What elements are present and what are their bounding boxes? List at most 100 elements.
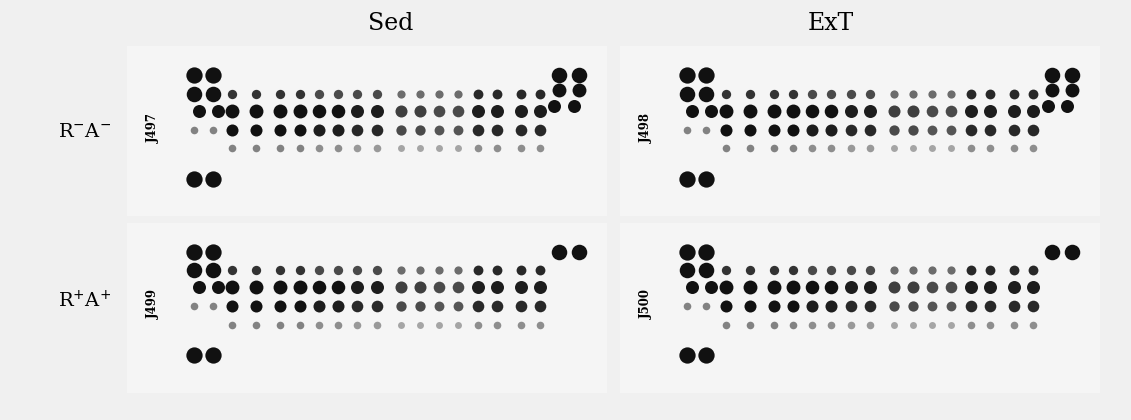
Point <box>697 302 716 309</box>
Point <box>884 284 903 291</box>
Point <box>271 145 290 152</box>
Point <box>677 248 696 255</box>
Point <box>487 302 506 309</box>
Point <box>717 126 735 133</box>
Point <box>430 284 448 291</box>
Point <box>468 90 486 97</box>
Point <box>765 145 783 152</box>
FancyBboxPatch shape <box>110 40 624 222</box>
Point <box>291 267 309 273</box>
Point <box>904 108 922 114</box>
Point <box>841 302 860 309</box>
Point <box>1005 321 1024 328</box>
Point <box>205 90 223 97</box>
Point <box>784 284 802 291</box>
Point <box>765 126 783 133</box>
Point <box>391 90 409 97</box>
Point <box>822 145 840 152</box>
Point <box>923 108 941 114</box>
Point <box>861 321 879 328</box>
Point <box>184 302 204 309</box>
Point <box>391 267 409 273</box>
Point <box>348 321 366 328</box>
Point <box>961 90 979 97</box>
Point <box>904 321 922 328</box>
Point <box>784 126 802 133</box>
Point <box>184 72 204 79</box>
Point <box>741 284 759 291</box>
Point <box>411 145 429 152</box>
Point <box>765 90 783 97</box>
Point <box>291 302 309 309</box>
Point <box>677 176 696 182</box>
Point <box>1025 145 1043 152</box>
Point <box>329 145 347 152</box>
Point <box>449 302 467 309</box>
Point <box>291 126 309 133</box>
Point <box>942 108 960 114</box>
Point <box>717 145 735 152</box>
Point <box>1057 102 1076 109</box>
Point <box>904 126 922 133</box>
Point <box>532 126 550 133</box>
Point <box>468 267 486 273</box>
Point <box>391 302 409 309</box>
FancyBboxPatch shape <box>110 217 624 399</box>
Point <box>348 267 366 273</box>
Point <box>841 267 860 273</box>
Point <box>942 90 960 97</box>
Point <box>861 126 879 133</box>
Point <box>1025 126 1043 133</box>
Point <box>329 321 347 328</box>
Point <box>468 145 486 152</box>
Point <box>532 284 550 291</box>
Point <box>741 302 759 309</box>
Point <box>1063 87 1081 94</box>
Point <box>683 284 701 291</box>
Point <box>861 108 879 114</box>
FancyBboxPatch shape <box>603 217 1117 399</box>
Point <box>803 126 821 133</box>
Text: J497: J497 <box>147 113 159 143</box>
Point <box>923 284 941 291</box>
Point <box>511 321 529 328</box>
Point <box>223 108 242 114</box>
Point <box>1005 108 1024 114</box>
Point <box>205 176 223 182</box>
Point <box>904 145 922 152</box>
Point <box>981 302 999 309</box>
Point <box>391 321 409 328</box>
Point <box>981 126 999 133</box>
Point <box>271 108 290 114</box>
Point <box>430 145 448 152</box>
Point <box>468 108 486 114</box>
Point <box>741 126 759 133</box>
Point <box>981 321 999 328</box>
Point <box>923 126 941 133</box>
Point <box>677 126 696 133</box>
Point <box>310 302 328 309</box>
Point <box>677 90 696 97</box>
Point <box>223 267 242 273</box>
Point <box>822 284 840 291</box>
Point <box>564 102 582 109</box>
Point <box>961 284 979 291</box>
Point <box>717 90 735 97</box>
Point <box>981 145 999 152</box>
Text: R$^{-}$A$^{-}$: R$^{-}$A$^{-}$ <box>59 123 111 141</box>
Point <box>310 126 328 133</box>
Point <box>391 126 409 133</box>
Point <box>884 267 903 273</box>
Point <box>697 352 716 359</box>
Point <box>545 102 563 109</box>
Point <box>329 126 347 133</box>
Point <box>1025 284 1043 291</box>
Point <box>942 302 960 309</box>
Point <box>784 145 802 152</box>
Point <box>329 284 347 291</box>
Point <box>717 267 735 273</box>
Point <box>861 284 879 291</box>
Point <box>430 302 448 309</box>
Point <box>329 302 347 309</box>
Point <box>248 145 266 152</box>
